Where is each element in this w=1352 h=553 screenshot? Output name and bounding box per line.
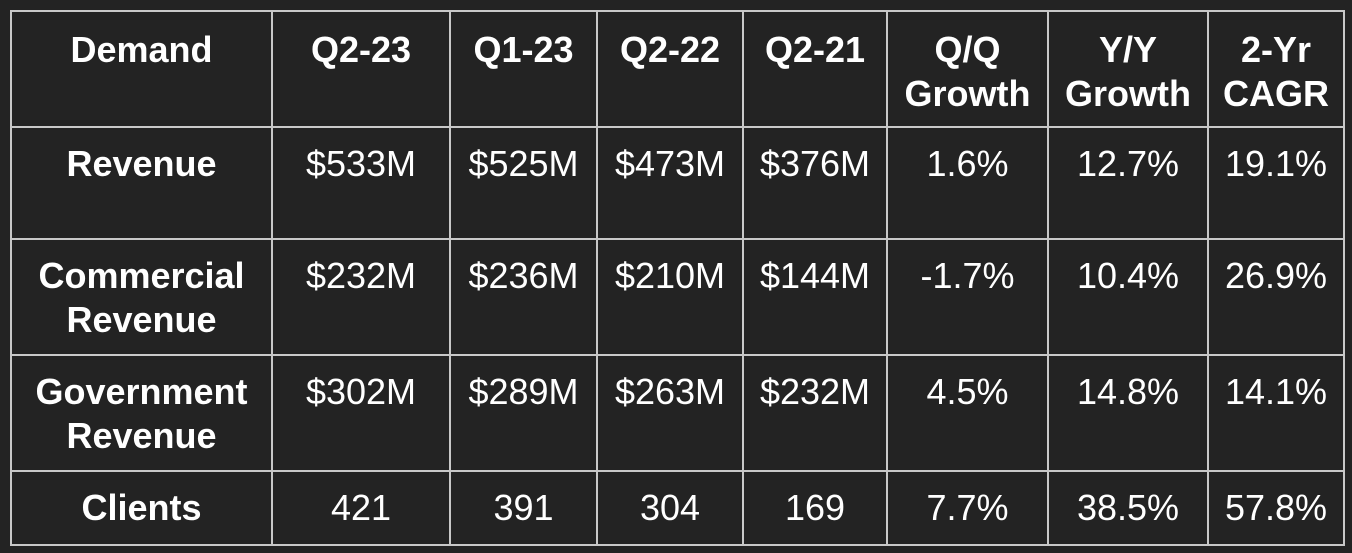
header-row: Demand Q2-23 Q1-23 Q2-22 Q2-21 Q/Q Growt… — [10, 10, 1345, 128]
table-cell: 421 — [271, 470, 451, 546]
column-header-cagr-line2: CAGR — [1223, 73, 1329, 114]
row-label-commercial-line1: Commercial — [38, 255, 245, 296]
column-header-qq-line2: Growth — [904, 73, 1031, 114]
table-row-commercial-revenue: Commercial Revenue $232M $236M $210M $14… — [10, 238, 1345, 356]
column-header-q2-23: Q2-23 — [271, 10, 451, 128]
row-label-revenue: Revenue — [10, 126, 273, 240]
demand-table: Demand Q2-23 Q1-23 Q2-22 Q2-21 Q/Q Growt… — [10, 10, 1345, 546]
row-label-commercial-revenue: Commercial Revenue — [10, 238, 273, 356]
table-cell: 14.8% — [1047, 354, 1209, 472]
row-label-commercial-line2: Revenue — [66, 299, 217, 340]
table-cell: 10.4% — [1047, 238, 1209, 356]
table-cell: $525M — [449, 126, 598, 240]
column-header-qq-growth: Q/Q Growth — [886, 10, 1049, 128]
table-cell: $376M — [742, 126, 888, 240]
table-cell: $533M — [271, 126, 451, 240]
column-header-q2-22: Q2-22 — [596, 10, 744, 128]
column-header-q1-23: Q1-23 — [449, 10, 598, 128]
column-header-qq-line1: Q/Q — [934, 29, 1001, 70]
demand-table-container: Demand Q2-23 Q1-23 Q2-22 Q2-21 Q/Q Growt… — [10, 10, 1345, 546]
column-header-q2-21: Q2-21 — [742, 10, 888, 128]
row-label-clients: Clients — [10, 470, 273, 546]
column-header-yy-line2: Growth — [1065, 73, 1191, 114]
column-header-yy-line1: Y/Y — [1098, 29, 1158, 70]
table-cell: 304 — [596, 470, 744, 546]
table-cell: $289M — [449, 354, 598, 472]
column-header-cagr-line1: 2-Yr — [1240, 29, 1312, 70]
table-cell: 7.7% — [886, 470, 1049, 546]
table-cell: 57.8% — [1207, 470, 1345, 546]
row-label-government-line1: Government — [35, 371, 248, 412]
table-cell: $236M — [449, 238, 598, 356]
table-cell: 19.1% — [1207, 126, 1345, 240]
table-cell: 14.1% — [1207, 354, 1345, 472]
column-header-yy-growth: Y/Y Growth — [1047, 10, 1209, 128]
column-header-2yr-cagr: 2-Yr CAGR — [1207, 10, 1345, 128]
table-cell: $302M — [271, 354, 451, 472]
table-cell: $263M — [596, 354, 744, 472]
table-cell: $210M — [596, 238, 744, 356]
table-cell: 1.6% — [886, 126, 1049, 240]
table-cell: $232M — [742, 354, 888, 472]
table-cell: 169 — [742, 470, 888, 546]
table-cell: $144M — [742, 238, 888, 356]
table-row-clients: Clients 421 391 304 169 7.7% 38.5% 57.8% — [10, 470, 1345, 546]
table-row-revenue: Revenue $533M $525M $473M $376M 1.6% 12.… — [10, 126, 1345, 240]
table-cell: -1.7% — [886, 238, 1049, 356]
table-cell: 4.5% — [886, 354, 1049, 472]
row-label-government-revenue: Government Revenue — [10, 354, 273, 472]
table-cell: 38.5% — [1047, 470, 1209, 546]
table-row-government-revenue: Government Revenue $302M $289M $263M $23… — [10, 354, 1345, 472]
table-cell: 391 — [449, 470, 598, 546]
table-cell: 12.7% — [1047, 126, 1209, 240]
table-cell: $232M — [271, 238, 451, 356]
column-header-demand: Demand — [10, 10, 273, 128]
table-cell: 26.9% — [1207, 238, 1345, 356]
table-cell: $473M — [596, 126, 744, 240]
row-label-government-line2: Revenue — [66, 415, 217, 456]
